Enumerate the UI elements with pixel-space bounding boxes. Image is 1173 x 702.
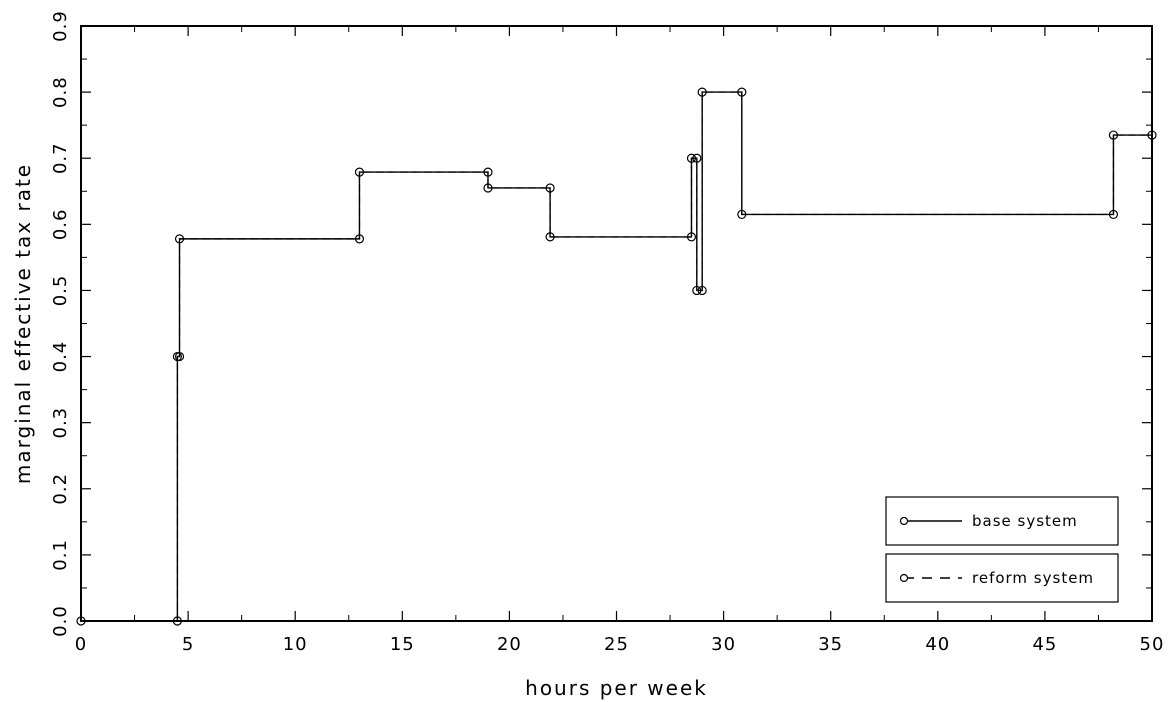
x-tick-label: 50 (1140, 634, 1165, 655)
x-axis-label: hours per week (525, 676, 708, 700)
y-tick-label: 0.9 (50, 10, 71, 42)
y-tick-label: 0.6 (50, 209, 71, 241)
data-point (483, 167, 493, 177)
x-tick-label: 15 (390, 634, 415, 655)
legend-label: base system (972, 512, 1078, 530)
legend-marker (899, 516, 909, 526)
y-tick-label: 0.2 (50, 473, 71, 505)
x-tick-label: 25 (604, 634, 629, 655)
x-tick-label: 5 (182, 634, 194, 655)
legend-entry: reform system (885, 553, 1119, 603)
legend-marker (899, 573, 909, 583)
series-line (81, 91, 1152, 622)
y-tick-label: 0.7 (50, 142, 71, 174)
x-tick-label: 35 (818, 634, 843, 655)
y-axis-label: marginal effective tax rate (11, 163, 35, 484)
x-tick-label: 0 (75, 634, 87, 655)
y-tick-label: 0.4 (50, 341, 71, 373)
x-tick-label: 30 (711, 634, 736, 655)
y-tick-label: 0.3 (50, 407, 71, 439)
x-tick-label: 20 (497, 634, 522, 655)
y-tick-label: 0.5 (50, 275, 71, 307)
legend: base system reform system (885, 496, 1119, 603)
y-tick-label: 0.1 (50, 539, 71, 571)
legend-entry: base system (885, 496, 1119, 546)
x-tick-label: 45 (1032, 634, 1057, 655)
plot-area (76, 87, 1157, 626)
legend-label: reform system (972, 569, 1094, 587)
series-reform-system (81, 91, 1152, 622)
axes: 0 5 10 15 20 25 30 35 40 45 50 0.0 0.1 0.2 0.3 0.4 0.5 0.… (50, 10, 1165, 655)
y-tick-label: 0.8 (50, 76, 71, 108)
y-tick-label: 0.0 (50, 605, 71, 637)
x-tick-label: 40 (925, 634, 950, 655)
x-tick-label: 10 (283, 634, 308, 655)
